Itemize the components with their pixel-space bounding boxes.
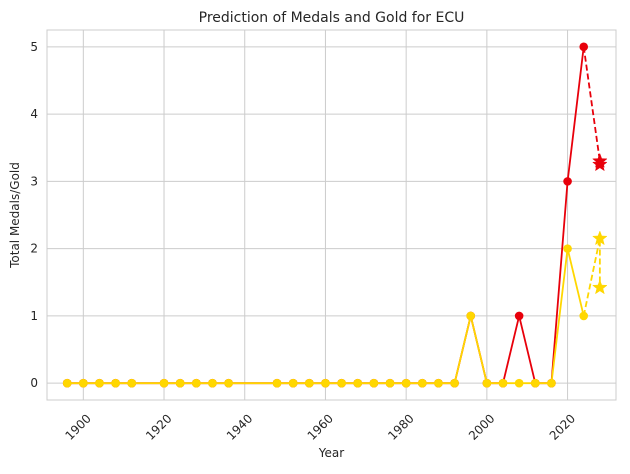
gold-point	[563, 244, 572, 253]
y-axis-label: Total Medals/Gold	[8, 162, 22, 269]
gold-forecast-point	[592, 230, 608, 246]
total-forecast-point	[592, 156, 608, 172]
total-point	[514, 311, 524, 321]
gold-point	[337, 378, 346, 388]
gold-point	[498, 378, 508, 388]
total-forecast-line	[582, 46, 601, 165]
x-tick-label: 2020	[547, 411, 578, 442]
gold-point	[547, 378, 556, 388]
gold-point	[482, 378, 492, 388]
y-tick-label: 0	[30, 376, 38, 390]
gold-point	[401, 378, 411, 388]
x-tick-label: 1980	[385, 411, 416, 442]
gold-point	[514, 378, 524, 388]
gold-point	[385, 378, 395, 388]
grid-layer	[47, 30, 616, 400]
gold-point	[192, 378, 201, 388]
gold-point	[434, 378, 443, 388]
gold-point	[111, 378, 120, 388]
x-tick-label: 1900	[62, 411, 93, 442]
y-tick-label: 3	[30, 174, 38, 188]
gold-point	[95, 378, 104, 388]
gold-point	[127, 378, 137, 388]
gold-point	[466, 311, 476, 321]
x-tick-label: 2000	[466, 411, 497, 442]
x-tick-label: 1920	[143, 411, 174, 442]
total-point	[563, 177, 572, 186]
x-tick-label: 1960	[305, 411, 336, 442]
gold-point	[530, 378, 540, 388]
gold-point	[417, 378, 427, 388]
series-layer	[62, 42, 608, 388]
gold-forecast-line	[582, 237, 601, 317]
gold-point	[321, 378, 330, 388]
gold-point	[79, 378, 88, 388]
gold-point	[62, 378, 72, 388]
gold-point	[450, 378, 459, 388]
chart-title: Prediction of Medals and Gold for ECU	[199, 10, 465, 26]
gold-point	[175, 378, 185, 388]
x-axis-label: Year	[318, 446, 344, 460]
y-tick-label: 4	[30, 107, 38, 121]
y-tick-label: 1	[30, 309, 38, 323]
gold-point	[224, 378, 233, 388]
plot-frame	[46, 29, 617, 401]
gold-point	[579, 311, 589, 321]
gold-point	[369, 378, 379, 388]
y-tick-label: 2	[30, 242, 38, 256]
gold-forecast-point	[592, 279, 608, 295]
gold-point	[208, 378, 217, 388]
gold-point	[353, 378, 363, 388]
gold-point	[288, 378, 298, 388]
y-tick-label: 5	[30, 40, 38, 54]
gold-point	[272, 378, 282, 388]
gold-point	[305, 378, 314, 388]
x-tick-label: 1940	[224, 411, 255, 442]
gold-point	[159, 378, 169, 388]
